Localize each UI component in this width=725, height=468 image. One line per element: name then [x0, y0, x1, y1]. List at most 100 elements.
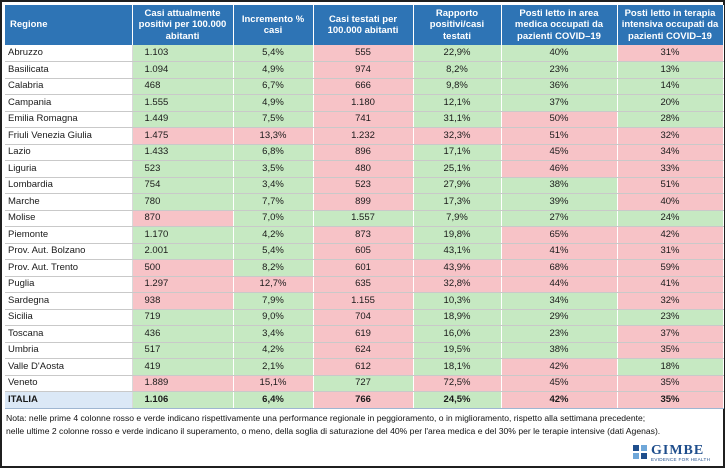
cell-incremento: 7,7%: [233, 193, 314, 211]
cell-casi-testati: 605: [313, 243, 414, 260]
cell-rapporto: 16,0%: [413, 325, 502, 343]
cell-casi-testati: 612: [313, 358, 414, 376]
cell-casi-testati: 1.180: [313, 94, 414, 112]
cell-area-medica: 27%: [501, 210, 618, 227]
cell-incremento: 6,8%: [233, 144, 314, 161]
region-name: Basilicata: [5, 61, 133, 79]
header-area-medica: Posti letto in area medica occupati da p…: [501, 5, 618, 45]
cell-incremento: 3,5%: [233, 160, 314, 178]
cell-terapia-intensiva: 51%: [617, 177, 724, 194]
footnote-line-2: nelle ultime 2 colonne rosso e verde ind…: [6, 426, 661, 436]
cell-rapporto: 27,9%: [413, 177, 502, 194]
table-row: Veneto 1.889 15,1% 727 72,5% 45% 35%: [5, 375, 724, 392]
table-row: Basilicata 1.094 4,9% 974 8,2% 23% 13%: [5, 61, 724, 79]
regional-table: Regione Casi attualmente positivi per 10…: [5, 5, 724, 409]
cell-area-medica: 68%: [501, 259, 618, 277]
cell-casi-positivi: 1.449: [132, 111, 234, 128]
cell-area-medica: 34%: [501, 292, 618, 310]
region-name: Molise: [5, 210, 133, 227]
cell-casi-positivi: 1.889: [132, 375, 234, 392]
cell-rapporto: 19,8%: [413, 226, 502, 244]
cell-rapporto: 18,1%: [413, 358, 502, 376]
cell-area-medica: 38%: [501, 177, 618, 194]
cell-terapia-intensiva: 13%: [617, 61, 724, 79]
cell-casi-positivi: 468: [132, 78, 234, 95]
cell-casi-positivi: 419: [132, 358, 234, 376]
cell-area-medica: 23%: [501, 61, 618, 79]
cell-casi-testati: 899: [313, 193, 414, 211]
cell-incremento: 3,4%: [233, 177, 314, 194]
header-incremento: Incremento % casi: [233, 5, 314, 45]
region-name: Liguria: [5, 160, 133, 178]
cell-incremento: 15,1%: [233, 375, 314, 392]
table-row: Prov. Aut. Bolzano 2.001 5,4% 605 43,1% 41% 31…: [5, 243, 724, 260]
region-name: Valle D'Aosta: [5, 358, 133, 376]
region-name: Marche: [5, 193, 133, 211]
cell-casi-positivi: 1.106: [132, 391, 234, 409]
table-row: Liguria 523 3,5% 480 25,1% 46% 33%: [5, 160, 724, 178]
table-row: Sicilia 719 9,0% 704 18,9% 29% 23%: [5, 309, 724, 326]
cell-casi-positivi: 719: [132, 309, 234, 326]
cell-terapia-intensiva: 28%: [617, 111, 724, 128]
cell-casi-positivi: 1.103: [132, 45, 234, 62]
cell-casi-testati: 1.557: [313, 210, 414, 227]
cell-incremento: 7,0%: [233, 210, 314, 227]
cell-terapia-intensiva: 32%: [617, 127, 724, 145]
region-name: Sardegna: [5, 292, 133, 310]
header-casi-testati: Casi testati per 100.000 abitanti: [313, 5, 414, 45]
cell-casi-testati: 727: [313, 375, 414, 392]
cell-terapia-intensiva: 18%: [617, 358, 724, 376]
cell-incremento: 13,3%: [233, 127, 314, 145]
region-name: ITALIA: [5, 391, 133, 409]
region-name: Veneto: [5, 375, 133, 392]
cell-area-medica: 50%: [501, 111, 618, 128]
logo-mark-icon: [633, 445, 647, 459]
region-name: Emilia Romagna: [5, 111, 133, 128]
header-row: Regione Casi attualmente positivi per 10…: [5, 5, 724, 45]
cell-incremento: 4,9%: [233, 94, 314, 112]
region-name: Piemonte: [5, 226, 133, 244]
table-row: Molise 870 7,0% 1.557 7,9% 27% 24%: [5, 210, 724, 227]
cell-terapia-intensiva: 35%: [617, 375, 724, 392]
table-row: Lombardia 754 3,4% 523 27,9% 38% 51%: [5, 177, 724, 194]
cell-casi-positivi: 2.001: [132, 243, 234, 260]
cell-casi-testati: 624: [313, 342, 414, 359]
cell-casi-testati: 666: [313, 78, 414, 95]
cell-casi-testati: 523: [313, 177, 414, 194]
cell-casi-testati: 635: [313, 276, 414, 293]
cell-area-medica: 51%: [501, 127, 618, 145]
cell-rapporto: 31,1%: [413, 111, 502, 128]
cell-casi-testati: 873: [313, 226, 414, 244]
cell-casi-positivi: 1.433: [132, 144, 234, 161]
cell-rapporto: 9,8%: [413, 78, 502, 95]
cell-casi-testati: 1.232: [313, 127, 414, 145]
cell-casi-testati: 766: [313, 391, 414, 409]
header-rapporto: Rapporto positivi/casi testati: [413, 5, 502, 45]
table-row: Puglia 1.297 12,7% 635 32,8% 44% 41%: [5, 276, 724, 293]
cell-casi-positivi: 436: [132, 325, 234, 343]
cell-terapia-intensiva: 20%: [617, 94, 724, 112]
region-name: Umbria: [5, 342, 133, 359]
table-row: Prov. Aut. Trento 500 8,2% 601 43,9% 68% 59%: [5, 259, 724, 277]
cell-area-medica: 23%: [501, 325, 618, 343]
cell-terapia-intensiva: 33%: [617, 160, 724, 178]
cell-incremento: 9,0%: [233, 309, 314, 326]
cell-area-medica: 40%: [501, 45, 618, 62]
header-regione: Regione: [5, 5, 133, 45]
cell-incremento: 4,2%: [233, 226, 314, 244]
region-name: Campania: [5, 94, 133, 112]
cell-terapia-intensiva: 31%: [617, 45, 724, 62]
cell-casi-testati: 896: [313, 144, 414, 161]
region-name: Toscana: [5, 325, 133, 343]
cell-incremento: 6,7%: [233, 78, 314, 95]
table-row: Lazio 1.433 6,8% 896 17,1% 45% 34%: [5, 144, 724, 161]
logo-tagline: EVIDENCE FOR HEALTH: [651, 457, 711, 462]
cell-area-medica: 45%: [501, 144, 618, 161]
cell-terapia-intensiva: 34%: [617, 144, 724, 161]
cell-casi-positivi: 1.094: [132, 61, 234, 79]
cell-incremento: 7,9%: [233, 292, 314, 310]
cell-area-medica: 38%: [501, 342, 618, 359]
cell-area-medica: 37%: [501, 94, 618, 112]
cell-casi-positivi: 523: [132, 160, 234, 178]
